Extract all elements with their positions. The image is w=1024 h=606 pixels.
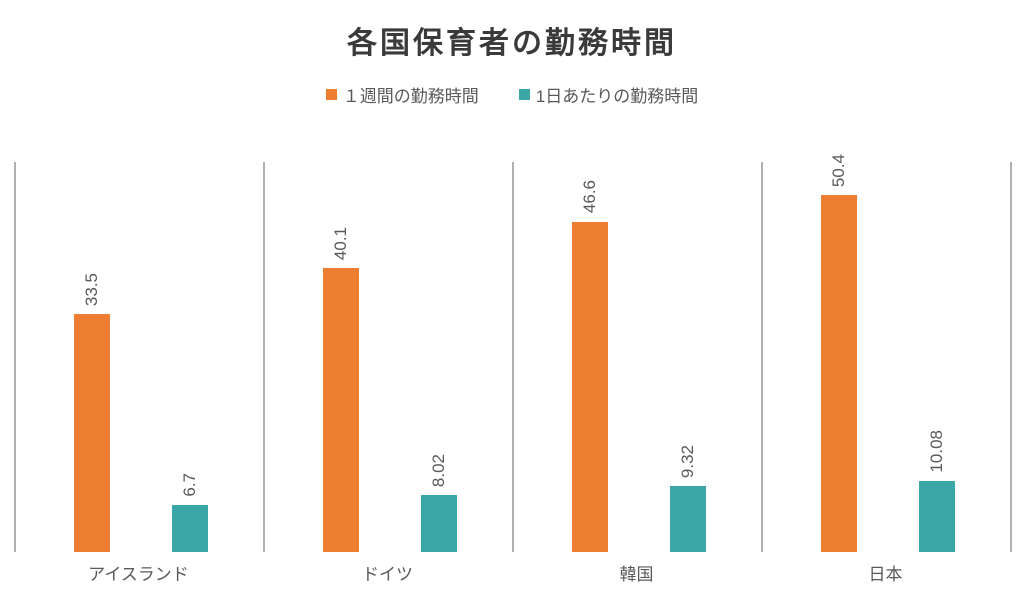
legend-item-weekly: １週間の勤務時間 bbox=[326, 82, 479, 107]
plot-area: 33.5 6.7 40.1 8.02 46.6 9.32 50.410.08 bbox=[14, 162, 1010, 552]
bar-value-label: 10.08 bbox=[927, 430, 947, 473]
legend-label-daily: 1日あたりの勤務時間 bbox=[536, 82, 698, 107]
bar-weekly bbox=[821, 195, 857, 552]
bar-weekly bbox=[74, 314, 110, 552]
chart-group: 46.6 9.32 bbox=[514, 162, 763, 552]
bar-daily bbox=[172, 505, 208, 553]
bar-value-label: 50.4 bbox=[829, 154, 849, 187]
bar-value-label: 9.32 bbox=[678, 445, 698, 478]
bar-value-label: 33.5 bbox=[82, 273, 102, 306]
chart-title: 各国保育者の勤務時間 bbox=[0, 18, 1024, 62]
bar-value-label: 40.1 bbox=[331, 227, 351, 260]
bar-value-label: 8.02 bbox=[429, 454, 449, 487]
bar-value-label: 6.7 bbox=[180, 473, 200, 497]
bar-daily bbox=[919, 481, 955, 552]
x-axis-label: アイスランド bbox=[14, 560, 263, 585]
chart-group: 50.410.08 bbox=[763, 162, 1012, 552]
chart-group: 33.5 6.7 bbox=[16, 162, 265, 552]
x-axis-label: 日本 bbox=[761, 560, 1010, 585]
chart-group: 40.1 8.02 bbox=[265, 162, 514, 552]
x-axis-label: 韓国 bbox=[512, 560, 761, 585]
legend-swatch-daily bbox=[519, 89, 530, 100]
x-axis-label: ドイツ bbox=[263, 560, 512, 585]
legend-label-weekly: １週間の勤務時間 bbox=[343, 82, 479, 107]
chart-container: 各国保育者の勤務時間 １週間の勤務時間 1日あたりの勤務時間 33.5 6.7 40… bbox=[0, 0, 1024, 606]
bar-value-label: 46.6 bbox=[580, 180, 600, 213]
chart-legend: １週間の勤務時間 1日あたりの勤務時間 bbox=[0, 82, 1024, 107]
bar-daily bbox=[421, 495, 457, 552]
bar-daily bbox=[670, 486, 706, 552]
bar-weekly bbox=[572, 222, 608, 552]
legend-swatch-weekly bbox=[326, 89, 337, 100]
bar-weekly bbox=[323, 268, 359, 552]
legend-item-daily: 1日あたりの勤務時間 bbox=[519, 82, 698, 107]
x-axis: アイスランド ドイツ 韓国 日本 bbox=[14, 560, 1010, 585]
